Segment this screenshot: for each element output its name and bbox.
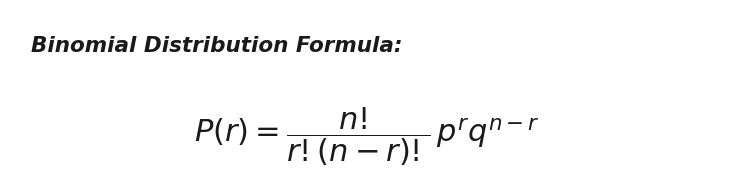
Text: Binomial Distribution Formula:: Binomial Distribution Formula: <box>31 36 402 56</box>
Text: $P(r) = \dfrac{n!}{r!(n-r)!}\, p^r q^{n-r}$: $P(r) = \dfrac{n!}{r!(n-r)!}\, p^r q^{n-… <box>194 105 539 168</box>
